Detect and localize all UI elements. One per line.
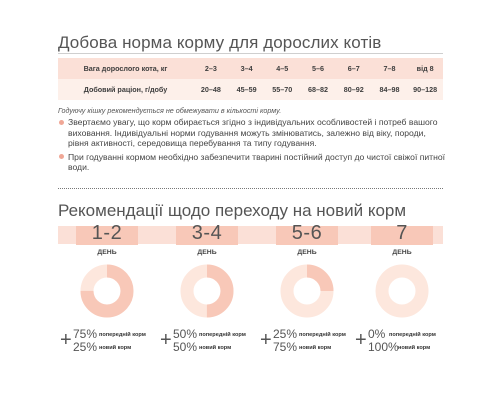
transition-title: Рекомендації щодо переходу на новий корм — [58, 201, 407, 220]
stage-donut-chart — [180, 264, 234, 318]
table-cell: 55–70 — [272, 85, 293, 94]
table-cell: 20–48 — [200, 85, 221, 94]
stage-days: 7 — [396, 222, 408, 244]
day-tab — [76, 226, 138, 245]
new-label: новий корм — [199, 345, 232, 351]
table-cell: 6–7 — [347, 64, 360, 73]
info-bullets: Звертаємо увагу, що корм обирається згід… — [58, 117, 446, 176]
table-row-label: Вага дорослого кота, кг — [83, 64, 168, 73]
new-percent: 25% — [73, 340, 98, 354]
previous-label: попередній корм — [299, 332, 346, 338]
previous-label: попередній корм — [199, 332, 246, 338]
previous-percent: 25% — [273, 327, 298, 341]
day-tab — [276, 226, 338, 245]
stage-day-label: ДЕНЬ — [197, 249, 217, 256]
table-cell: 3–4 — [240, 64, 253, 73]
previous-label: попередній корм — [99, 332, 146, 338]
table-row-label: Добовий раціон, г/добу — [83, 85, 168, 94]
table-cell: 84–98 — [379, 85, 400, 94]
donut-segment-previous — [180, 264, 234, 318]
feeding-table: Вага дорослого кота, кг 2–3 3–4 4–5 5–6 … — [58, 58, 443, 100]
day-band — [58, 226, 443, 244]
plus-icon: + — [355, 329, 367, 351]
new-percent: 100% — [368, 340, 399, 354]
stage-days: 5-6 — [291, 222, 323, 244]
bullet-text: При годуванні кормом необхідно забезпечи… — [68, 151, 446, 173]
donut-segment-previous — [80, 264, 134, 318]
stage-days: 1-2 — [91, 222, 123, 244]
stage-legend: + 50% 50% попередній корм новий корм — [160, 327, 260, 355]
stage-donut-chart — [375, 264, 429, 318]
plus-icon: + — [260, 329, 272, 351]
section-divider — [58, 188, 443, 189]
new-label: новий корм — [299, 345, 332, 351]
day-tab — [176, 226, 238, 245]
stage-day-label: ДЕНЬ — [392, 249, 412, 256]
bullet-text: Звертаємо увагу, що корм обирається згід… — [68, 117, 438, 148]
list-item: Звертаємо увагу, що корм обирається згід… — [58, 117, 446, 149]
stage-day-label: ДЕНЬ — [97, 249, 117, 256]
stage-day-label: ДЕНЬ — [297, 249, 317, 256]
table-cell: від 8 — [416, 64, 434, 73]
bullet-dot-icon — [59, 119, 64, 125]
table-row-ration: Добовий раціон, г/добу 20–48 45–59 55–70… — [58, 79, 443, 100]
table-cell: 4–5 — [276, 64, 289, 73]
plus-icon: + — [60, 329, 72, 351]
stage-legend: + 0% 100% попередній корм новий корм — [355, 327, 455, 355]
new-percent: 50% — [173, 340, 198, 354]
previous-label: попередній корм — [389, 332, 436, 338]
bullet-dot-icon — [59, 154, 64, 159]
nursing-note: Годуючу кішку рекомендується не обмежува… — [58, 106, 282, 115]
previous-percent: 0% — [368, 327, 386, 341]
previous-percent: 75% — [73, 327, 98, 341]
table-cell: 2–3 — [204, 64, 217, 73]
stage-donut-chart — [80, 264, 134, 318]
stage-legend: + 25% 75% попередній корм новий корм — [260, 327, 360, 355]
title-underline — [58, 53, 443, 54]
table-row-weight: Вага дорослого кота, кг 2–3 3–4 4–5 5–6 … — [58, 58, 443, 79]
stage-legend: + 75% 25% попередній корм новий корм — [60, 327, 160, 355]
new-percent: 75% — [273, 340, 298, 354]
page-title: Добова норма корму для дорослих котів — [58, 33, 382, 52]
new-label: новий корм — [398, 345, 431, 351]
list-item: При годуванні кормом необхідно забезпечи… — [58, 152, 446, 173]
table-cell: 68–82 — [308, 85, 329, 94]
table-cell: 90–128 — [413, 85, 438, 94]
donut-segment-new — [375, 264, 429, 318]
new-label: новий корм — [99, 345, 132, 351]
day-tab — [371, 226, 433, 245]
plus-icon: + — [160, 329, 172, 351]
table-cell: 5–6 — [312, 64, 325, 73]
table-cell: 45–59 — [236, 85, 257, 94]
stage-days: 3-4 — [191, 222, 223, 244]
donut-segment-previous — [280, 264, 334, 318]
previous-percent: 50% — [173, 327, 198, 341]
stage-donut-chart — [280, 264, 334, 318]
table-cell: 7–8 — [383, 64, 396, 73]
table-cell: 80–92 — [343, 85, 364, 94]
